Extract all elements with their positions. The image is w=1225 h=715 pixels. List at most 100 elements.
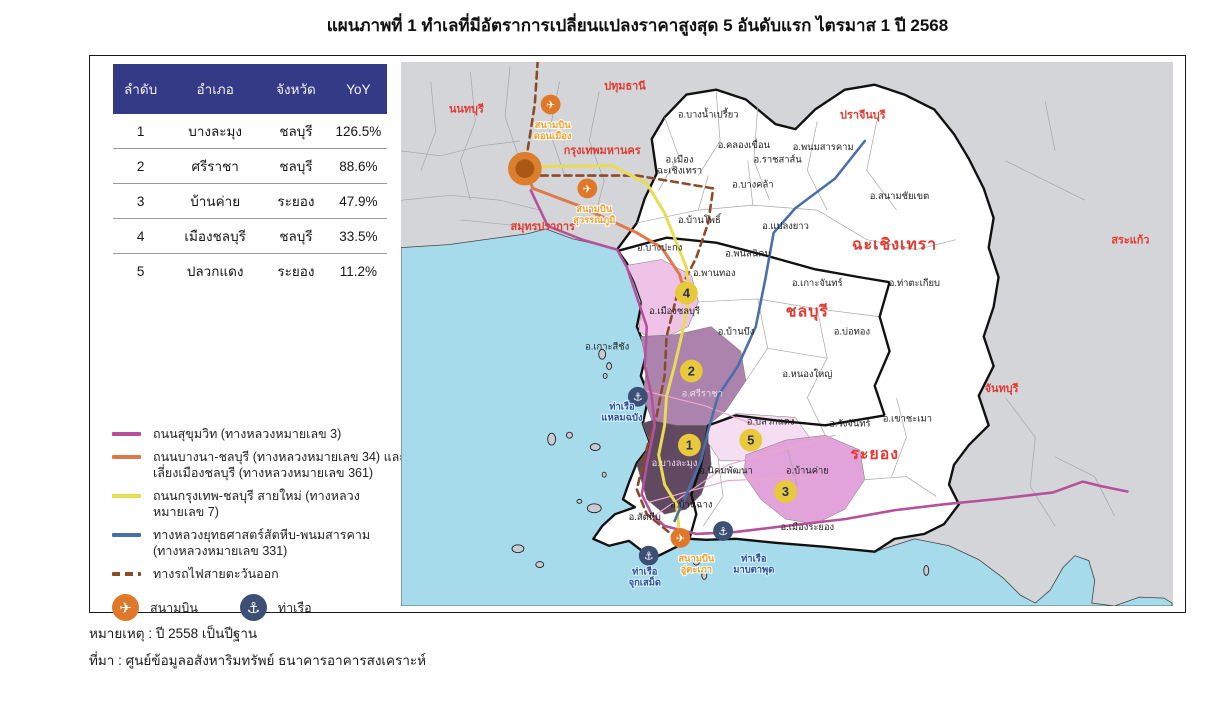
port-label: มาบตาพุด <box>733 563 774 575</box>
anchor-icon: ⚓ <box>239 594 267 621</box>
highway331-swatch <box>112 533 141 537</box>
province-label: ปราจีนบุรี <box>840 108 886 122</box>
district-label: อ.เมืองระยอง <box>780 521 834 532</box>
legend-label-line1: ทางหลวงยุทธศาสตร์สัตหีบ-พนมสารคาม <box>153 528 371 542</box>
district-label: อ.บ้านบึง <box>718 326 754 337</box>
svg-text:✈: ✈ <box>546 98 555 111</box>
legend-label-line2: เลี่ยงเมืองชลบุรี (ทางหลวงหมายเลข 361) <box>153 466 374 480</box>
district-label: อ.ท่าตะเกียบ <box>889 277 940 288</box>
district-label: อ.สนามชัยเขต <box>870 190 929 201</box>
cell-yoy: 88.6% <box>329 148 387 184</box>
legend-icon-row: ✈ สนามบิน ⚓ ท่าเรือ <box>112 594 407 621</box>
cell-province: ระยอง <box>262 253 330 288</box>
airport-label: สนามบิน <box>576 203 613 214</box>
port-label: ท่าเรือ <box>609 401 634 412</box>
province-label: สระแก้ว <box>1111 234 1149 247</box>
province-label: จันทบุรี <box>985 382 1019 396</box>
minor-road <box>656 434 836 515</box>
legend-label: ถนนสุขุมวิท (ทางหลวงหมายเลข 3) <box>153 427 342 441</box>
district-label: อ.พนมสารคาม <box>793 141 854 152</box>
svg-text:⚓: ⚓ <box>644 550 654 563</box>
airport-label: สนามบิน <box>535 119 572 130</box>
port-label: ท่าเรือ <box>632 565 657 576</box>
anchor-icon: ⚓ <box>713 521 733 541</box>
cell-rank: 4 <box>113 218 169 254</box>
province-label: ชลบุรี <box>786 302 829 322</box>
airport-legend-label: สนามบิน <box>150 600 198 615</box>
road-331 <box>673 139 867 523</box>
map: ✈ ✈ ✈ ⚓ ⚓ ⚓ <box>401 62 1173 606</box>
rank-markers: 1 2 3 4 5 <box>675 281 797 503</box>
cell-district: เมืองชลบุรี <box>168 218 263 254</box>
province-label: นนทบุรี <box>449 102 484 116</box>
cell-yoy: 11.2% <box>329 253 387 288</box>
outside-district-lines <box>401 66 1115 527</box>
header-province: จังหวัด <box>262 64 330 114</box>
district-label: อ.บางละมุง <box>652 457 698 469</box>
svg-text:⚓: ⚓ <box>633 391 643 404</box>
district-label: อ.ราชสาส์น <box>754 154 803 165</box>
note-base-year: หมายเหตุ : ปี 2558 เป็นปีฐาน <box>89 626 258 641</box>
note-source: ที่มา : ศูนย์ข้อมูลอสังหาริมทรัพย์ ธนาคา… <box>89 653 427 668</box>
figure-title: แผนภาพที่ 1 ทำเลที่มีอัตราการเปลี่ยนแปลง… <box>326 16 949 35</box>
table-row: 2 ศรีราชา ชลบุรี 88.6% <box>113 148 387 184</box>
airport-label: อู่ตะเภา <box>681 563 712 575</box>
province-district-lines <box>636 91 957 527</box>
province-labels: ปทุมธานี นนทบุรี กรุงเทพมหานคร สมุทรปราก… <box>449 80 1149 463</box>
transport-icons: ✈ ✈ ✈ ⚓ ⚓ ⚓ <box>540 94 733 566</box>
airport-labels: สนามบิน ดอนเมือง สนามบิน สุวรรณภูมิ สนาม… <box>533 118 716 576</box>
motorway7-swatch <box>112 494 141 498</box>
railway-east-line <box>539 174 715 544</box>
header-yoy: YoY <box>329 64 387 114</box>
islands <box>511 348 930 580</box>
legend-label-line1: ถนนบางนา-ชลบุรี (ทางหลวงหมายเลข 34) และ <box>153 450 406 464</box>
legend-label: ทางรถไฟสายตะวันออก <box>153 567 279 581</box>
minor-road <box>648 476 818 503</box>
legend-label-line2: (ทางหลวงหมายเลข 331) <box>153 544 288 558</box>
legend-label: ถนนบางนา-ชลบุรี (ทางหลวงหมายเลข 34) และ … <box>153 449 406 481</box>
cell-yoy: 126.5% <box>335 123 382 139</box>
sukhumvit-road-swatch <box>112 432 141 436</box>
rank-marker-1: 1 <box>686 438 693 453</box>
district-label: อ.บ้านค่าย <box>786 465 829 476</box>
district-label: อ.พานทอง <box>693 267 736 278</box>
airplane-icon: ✈ <box>540 94 561 115</box>
legend-label: ถนนกรุงเทพ-ชลบุรี สายใหม่ (ทางหลวงหมายเล… <box>153 489 360 519</box>
table-row: 3 บ้านค่าย ระยอง 47.9% <box>113 183 387 219</box>
legend-item: ทางรถไฟสายตะวันออก <box>112 566 407 582</box>
legend-item: ถนนกรุงเทพ-ชลบุรี สายใหม่ (ทางหลวงหมายเล… <box>112 488 407 520</box>
province-label: ฉะเชิงเทรา <box>852 236 937 254</box>
port-label: จุกเสม็ด <box>629 575 661 588</box>
airplane-icon: ✈ <box>577 178 598 199</box>
bangkok-hub <box>508 151 542 186</box>
district-label: อ.เกาะจันทร์ <box>792 277 843 288</box>
province-label: กรุงเทพมหานคร <box>564 145 641 158</box>
port-label: แหลมฉบัง <box>601 411 643 422</box>
district-label: อ.วังจันทร์ <box>829 417 870 428</box>
rank-marker-3: 3 <box>782 484 789 499</box>
table-row: 1 บางละมุง ชลบุรี 126.5% <box>113 114 387 149</box>
port-labels: ท่าเรือ แหลมฉบัง ท่าเรือ จุกเสม็ด ท่าเรื… <box>600 400 775 590</box>
province-borders <box>618 236 891 540</box>
district-labels: อ.บางน้ำเปรี้ยว อ.คลองเขื่อน อ.ราชสาส์น … <box>585 107 940 532</box>
rank-marker-2: 2 <box>688 363 695 378</box>
svg-text:⚓: ⚓ <box>718 525 728 538</box>
cell-province: ชลบุรี <box>279 124 313 139</box>
cell-district: บ้านค่าย <box>168 183 263 219</box>
district-label: อ.คลองเขื่อน <box>718 138 771 150</box>
district-label: อ.หนองใหญ่ <box>782 368 832 379</box>
road-bangna-chonburi <box>523 167 686 294</box>
province-label: สมุทรปราการ <box>511 220 575 234</box>
cell-district: ปลวกแดง <box>168 253 263 288</box>
district-label: อ.นิคมพัฒนา <box>699 465 753 476</box>
road-sukhumvit <box>529 189 1129 536</box>
district-label: อ.บางปะกง <box>637 242 682 253</box>
cell-yoy: 47.9% <box>329 183 387 219</box>
district-label: อ.บางน้ำเปรี้ยว <box>678 107 739 119</box>
district-label: อ.เมือง <box>666 154 694 165</box>
cell-district: บางละมุง <box>188 124 243 139</box>
airplane-icon: ✈ <box>670 528 691 548</box>
anchor-icon: ⚓ <box>627 386 648 407</box>
bangna-road-swatch <box>112 455 141 459</box>
